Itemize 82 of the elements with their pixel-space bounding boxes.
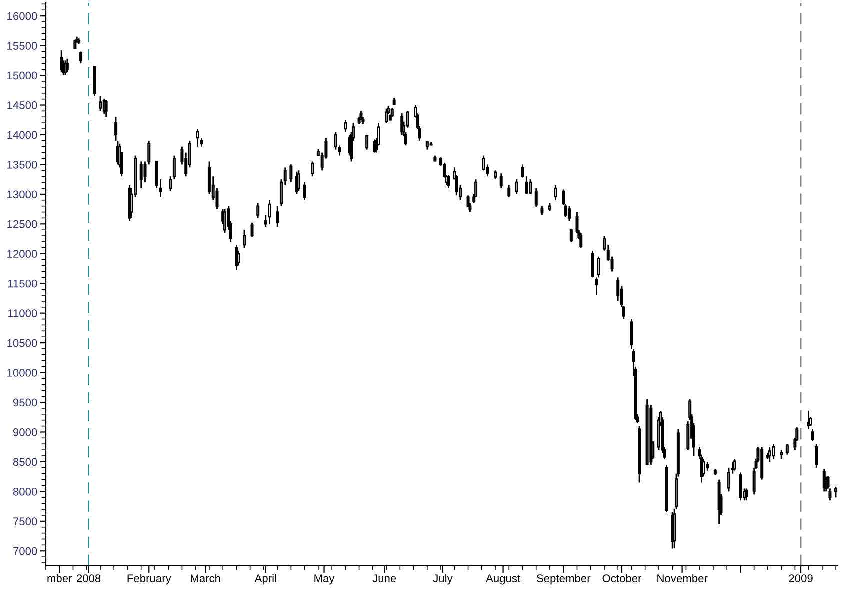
candlestick — [466, 194, 470, 208]
candlestick — [597, 256, 600, 278]
candlestick — [534, 188, 538, 208]
candlestick — [268, 200, 272, 225]
y-tick-label: 8000 — [13, 488, 38, 496]
y-tick-label: 8500 — [13, 458, 38, 466]
candlestick — [344, 119, 348, 133]
candlestick — [515, 178, 518, 196]
y-tick-label: 13500 — [8, 160, 38, 169]
candlestick — [242, 229, 246, 249]
candlestick — [366, 134, 369, 151]
x-tick-label: mber — [48, 574, 72, 582]
candlestick — [237, 250, 240, 266]
candlestick — [570, 228, 573, 243]
candlestick — [702, 458, 706, 478]
y-tick-label: 16000 — [8, 12, 38, 20]
candlestick — [786, 443, 789, 456]
candlestick — [686, 420, 690, 451]
candlestick — [250, 222, 254, 238]
y-tick-label: 9000 — [13, 428, 38, 436]
candlestick — [834, 486, 838, 498]
y-tick-label: 10000 — [8, 369, 38, 377]
x-tick-label: August — [486, 574, 521, 585]
candlestick — [303, 182, 306, 202]
candlestick — [80, 51, 83, 64]
candlestick — [811, 428, 814, 442]
candlestick — [114, 116, 118, 142]
candlestick — [580, 232, 583, 249]
y-tick-label: 12000 — [8, 250, 38, 258]
x-tick-label: May — [314, 574, 335, 585]
candlestick — [554, 184, 558, 202]
y-tick-label: 14000 — [8, 131, 38, 140]
candlestick — [815, 443, 818, 469]
candlestick — [74, 39, 77, 50]
candlestick — [455, 174, 458, 196]
candlestick — [406, 110, 410, 129]
candlestick — [290, 164, 293, 184]
candlestick — [66, 58, 69, 74]
candlestick — [745, 488, 748, 502]
candlestick — [630, 318, 634, 350]
candlestick — [739, 472, 742, 502]
candlestick — [500, 172, 503, 190]
candlestick — [616, 276, 620, 302]
y-tick-label: 13000 — [8, 190, 38, 199]
candlestick — [98, 96, 102, 112]
candlestick — [60, 50, 64, 74]
y-tick-label: 11000 — [8, 310, 38, 318]
y-tick-label: 7500 — [14, 518, 38, 526]
candlestick — [733, 458, 736, 472]
y-tick-label: 10500 — [8, 339, 38, 348]
x-tick-label: October — [602, 574, 642, 582]
x-tick-label: February — [128, 574, 172, 585]
candlestick — [591, 250, 594, 278]
x-tick-label: 2008 — [77, 574, 101, 582]
y-tick-label: 11500 — [8, 280, 38, 288]
candlestick — [568, 206, 571, 222]
x-tick-label: September — [536, 574, 591, 585]
candlestick — [140, 161, 143, 190]
candlestick — [595, 276, 598, 296]
x-tick-label: 2009 — [789, 574, 813, 582]
y-tick-label: 15500 — [8, 42, 38, 50]
x-tick-label: April — [254, 574, 276, 585]
x-tick-label: July — [433, 574, 453, 585]
candlestick — [529, 178, 532, 196]
y-tick-label: 7000 — [14, 547, 38, 556]
y-tick-label: 9500 — [13, 398, 38, 407]
candlestick — [311, 161, 314, 178]
candlestick — [104, 100, 108, 118]
x-tick-label: June — [372, 574, 396, 582]
candlestick — [224, 208, 227, 234]
candlestick — [385, 108, 388, 124]
x-tick-label: March — [191, 574, 220, 582]
candlestick — [772, 443, 776, 460]
candlestick — [196, 128, 200, 148]
candlestick — [297, 170, 300, 192]
candlestick — [508, 184, 511, 198]
candlestick — [256, 202, 260, 219]
candlestick — [276, 206, 280, 228]
y-tick-label: 12500 — [8, 220, 38, 228]
y-tick-label: 14500 — [8, 102, 38, 110]
x-tick-label: November — [658, 574, 708, 582]
y-tick-label: 15000 — [8, 72, 38, 80]
